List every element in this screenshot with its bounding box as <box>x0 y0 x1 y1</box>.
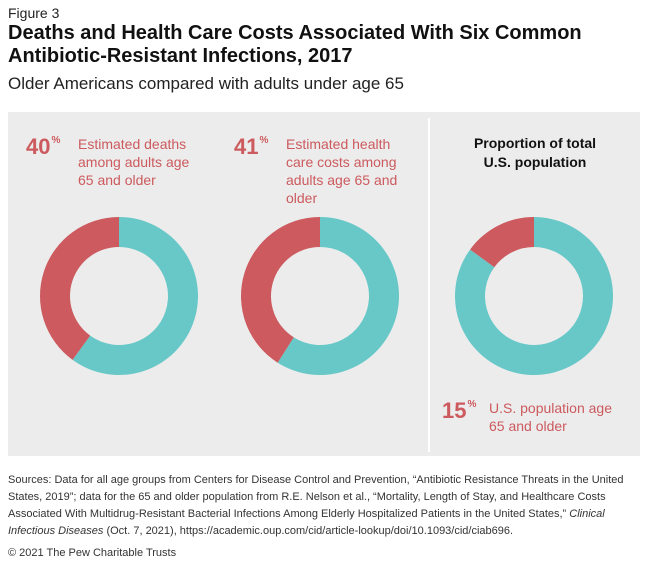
sources-text-end: (Oct. 7, 2021), https://academic.oup.com… <box>103 525 514 537</box>
chart-panel <box>8 112 640 456</box>
figure-label: Figure 3 <box>8 5 60 21</box>
population-title: Proportion of total U.S. population <box>473 135 597 170</box>
deaths-percent: 40% <box>26 134 60 160</box>
population-percent-value: 15 <box>442 398 467 423</box>
sources-text: Sources: Data for all age groups from Ce… <box>8 474 624 520</box>
donut-slice-older <box>470 217 534 268</box>
costs-percent-unit: % <box>259 135 269 146</box>
donut-slice-younger <box>72 217 198 375</box>
panel-divider <box>428 118 430 452</box>
costs-donut <box>241 217 399 375</box>
deaths-percent-value: 40 <box>26 134 51 159</box>
donut-slice-older <box>241 217 320 363</box>
sources-journal: Clinical Infectious Diseases <box>8 508 605 537</box>
donut-slice-younger <box>455 217 613 375</box>
copyright: © 2021 The Pew Charitable Trusts <box>8 547 177 559</box>
donut-slice-younger <box>277 217 399 375</box>
costs-annotation: Estimated health care costs among adults… <box>286 136 398 206</box>
costs-percent: 41% <box>234 134 268 160</box>
population-donut <box>455 217 613 375</box>
deaths-annotation: Estimated deaths among adults age 65 and… <box>78 136 190 188</box>
chart-title: Deaths and Health Care Costs Associated … <box>8 22 582 67</box>
chart-subtitle: Older Americans compared with adults und… <box>8 74 404 93</box>
costs-percent-value: 41 <box>234 134 259 159</box>
donut-slice-older <box>40 217 119 360</box>
sources-note: Sources: Data for all age groups from Ce… <box>8 472 642 540</box>
population-percent-unit: % <box>467 399 477 410</box>
population-percent: 15% <box>442 398 476 424</box>
deaths-donut <box>40 217 198 375</box>
population-annotation: U.S. population age 65 and older <box>489 400 612 434</box>
deaths-percent-unit: % <box>51 135 61 146</box>
